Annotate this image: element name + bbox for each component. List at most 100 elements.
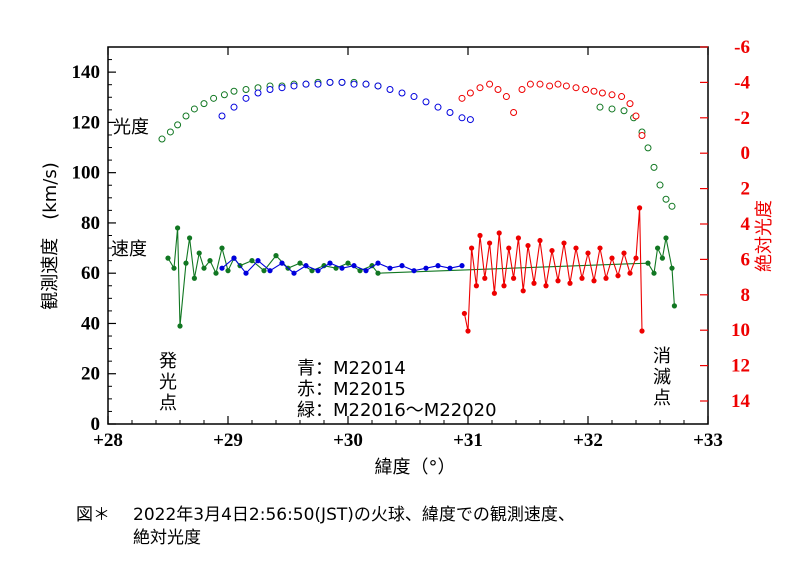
brightness-point bbox=[458, 94, 466, 102]
velocity-point bbox=[243, 270, 249, 276]
velocity-point bbox=[567, 280, 573, 286]
velocity-point bbox=[585, 250, 591, 256]
velocity-point bbox=[261, 268, 267, 274]
velocity-point bbox=[531, 280, 537, 286]
y-right-tick-label: 2 bbox=[741, 179, 751, 200]
brightness-point bbox=[338, 78, 346, 86]
velocity-point bbox=[477, 232, 483, 239]
y-right-tick-label: 14 bbox=[731, 391, 751, 412]
brightness-point bbox=[174, 121, 182, 129]
velocity-point bbox=[627, 270, 633, 276]
plot-frame bbox=[107, 46, 709, 425]
caption-label: 図＊ bbox=[76, 505, 110, 525]
brightness-point bbox=[476, 84, 484, 92]
velocity-point bbox=[651, 270, 657, 276]
brightness-point bbox=[632, 112, 640, 120]
x-tick-label: +31 bbox=[453, 430, 483, 451]
y-left-tick-label: 100 bbox=[72, 163, 101, 184]
brightness-point bbox=[422, 98, 430, 106]
velocity-point bbox=[639, 328, 645, 334]
velocity-point bbox=[321, 263, 327, 269]
velocity-point bbox=[423, 265, 429, 271]
brightness-point bbox=[254, 89, 262, 97]
velocity-point bbox=[473, 283, 479, 289]
velocity-point bbox=[196, 250, 202, 256]
velocity-point bbox=[543, 283, 549, 289]
velocity-point bbox=[603, 275, 609, 281]
axis-ticks bbox=[107, 46, 709, 425]
brightness-point bbox=[546, 82, 554, 90]
velocity-point bbox=[279, 260, 285, 266]
velocity-point bbox=[520, 288, 526, 294]
brightness-point bbox=[626, 100, 634, 108]
series-brightness-1 bbox=[218, 78, 474, 124]
velocity-point bbox=[510, 275, 517, 281]
velocity-point bbox=[669, 265, 675, 271]
y-right-tick-label: -6 bbox=[734, 37, 750, 58]
legend-entry-blue: 青：M22014 bbox=[297, 358, 406, 379]
velocity-point bbox=[219, 245, 225, 251]
brightness-point bbox=[536, 80, 544, 88]
svg-text:光: 光 bbox=[159, 372, 177, 393]
velocity-point bbox=[339, 265, 345, 271]
brightness-annotation: 光度 bbox=[113, 117, 149, 138]
brightness-point bbox=[182, 112, 190, 120]
velocity-point bbox=[191, 275, 197, 281]
svg-text:点: 点 bbox=[159, 393, 177, 414]
velocity-line bbox=[167, 227, 675, 327]
velocity-point bbox=[655, 245, 661, 251]
velocity-point bbox=[555, 278, 561, 284]
velocity-point bbox=[249, 258, 255, 264]
velocity-point bbox=[351, 263, 357, 269]
svg-text:消: 消 bbox=[653, 346, 671, 367]
velocity-point bbox=[465, 328, 471, 334]
x-tick-label: +28 bbox=[93, 430, 123, 451]
velocity-point bbox=[291, 270, 297, 276]
velocity-point bbox=[663, 235, 669, 241]
x-tick-label: +29 bbox=[213, 430, 243, 451]
end-point-annotation: 消 滅 点 bbox=[653, 346, 671, 409]
brightness-point bbox=[374, 82, 382, 90]
brightness-point bbox=[158, 135, 166, 143]
velocity-point bbox=[357, 268, 363, 274]
legend-entry-red: 赤：M22015 bbox=[297, 379, 406, 400]
y-right-tick-label: -2 bbox=[734, 108, 750, 129]
brightness-point bbox=[638, 132, 646, 139]
velocity-point bbox=[225, 268, 231, 274]
y-left-tick-label: 140 bbox=[72, 62, 101, 83]
brightness-point bbox=[278, 84, 286, 92]
series-brightness-2 bbox=[458, 80, 646, 139]
velocity-point bbox=[297, 260, 303, 266]
brightness-point bbox=[220, 91, 228, 99]
velocity-point bbox=[515, 235, 522, 241]
y-left-tick-label: 60 bbox=[81, 263, 100, 284]
start-point-annotation: 発 光 点 bbox=[159, 351, 177, 414]
velocity-point bbox=[333, 265, 339, 271]
velocity-point bbox=[315, 268, 321, 274]
y-right-tick-label: 6 bbox=[741, 249, 751, 270]
velocity-point bbox=[375, 260, 381, 266]
y-right-tick-label: 8 bbox=[741, 285, 751, 306]
velocity-point bbox=[267, 268, 273, 274]
brightness-point bbox=[598, 89, 606, 97]
brightness-point bbox=[190, 105, 198, 113]
velocity-point bbox=[273, 253, 279, 259]
brightness-point bbox=[350, 80, 358, 88]
y-left-tick-label: 40 bbox=[81, 313, 100, 334]
velocity-point bbox=[183, 260, 189, 266]
velocity-point bbox=[579, 275, 585, 281]
legend-entry-green: 緑：M22016〜M22020 bbox=[297, 400, 497, 421]
brightness-point bbox=[466, 116, 474, 124]
velocity-point bbox=[645, 260, 651, 266]
brightness-point bbox=[618, 93, 626, 101]
brightness-point bbox=[502, 93, 510, 101]
brightness-point bbox=[608, 105, 616, 113]
caption-title: 2022年3月4日2:56:50(JST)の火球、緯度での観測速度、 bbox=[133, 505, 575, 525]
velocity-point bbox=[255, 258, 261, 264]
velocity-point bbox=[219, 265, 225, 271]
brightness-point bbox=[290, 82, 298, 90]
svg-text:発: 発 bbox=[159, 351, 177, 372]
velocity-point bbox=[597, 245, 603, 251]
velocity-point bbox=[573, 245, 579, 251]
brightness-point bbox=[458, 114, 466, 122]
